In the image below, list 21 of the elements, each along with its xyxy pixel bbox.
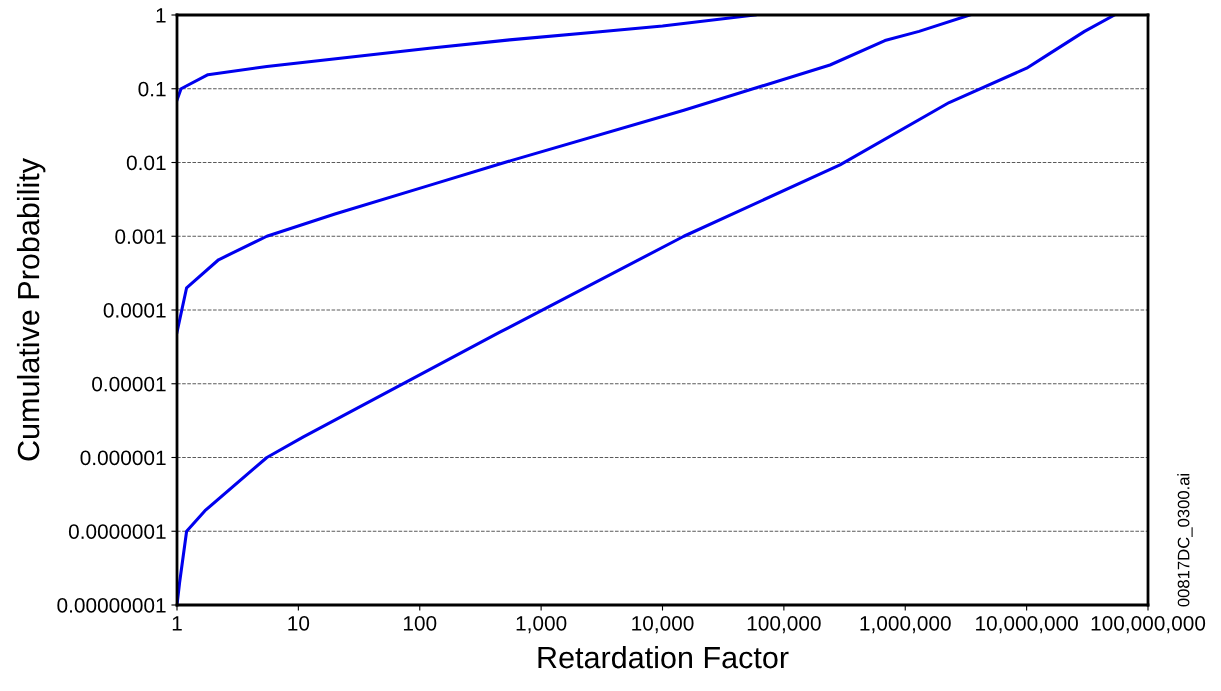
y-tick-label: 1 (156, 8, 166, 23)
y-axis-title: Cumulative Probability (16, 158, 46, 461)
y-tick-label: 0.00001 (92, 376, 166, 392)
y-tick-label: 0.001 (115, 229, 166, 244)
y-tick-label: 0.01 (126, 155, 166, 171)
y-tick-label: 0.000001 (80, 450, 166, 466)
x-axis-title: Retardation Factor (538, 645, 789, 669)
y-tick-label: 0.0001 (103, 303, 166, 318)
x-tick-label: 1 (172, 616, 182, 631)
y-tick-label: 0.1 (138, 81, 166, 97)
y-tick-label: 0.0000001 (68, 524, 166, 539)
x-tick-label: 1,000 (516, 615, 567, 634)
y-tick-label: 0.00000001 (57, 598, 166, 613)
x-tick-label: 100 (403, 615, 437, 631)
x-tick-label: 10,000,000 (976, 615, 1078, 634)
x-tick-label: 10 (288, 615, 310, 631)
x-tick-label: 1,000,000 (860, 615, 951, 634)
x-tick-label: 100,000,000 (1091, 615, 1206, 634)
text: 00817DC_0300.ai (1177, 473, 1193, 607)
x-tick-label: 100,000 (747, 615, 821, 634)
x-tick-label: 10,000 (632, 615, 694, 634)
